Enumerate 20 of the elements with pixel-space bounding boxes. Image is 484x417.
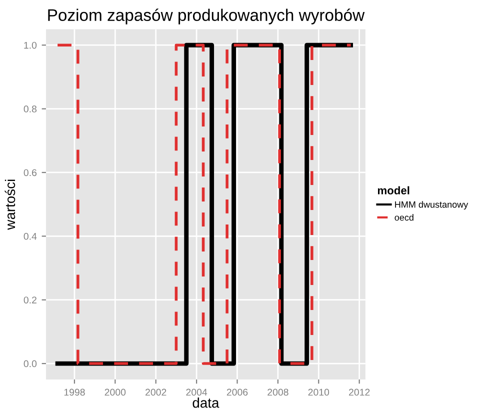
x-axis-title: data — [192, 398, 220, 408]
y-tick-label: 1.0 — [24, 42, 37, 49]
legend-label: oecd — [394, 214, 414, 221]
y-axis-title: wartości — [4, 180, 16, 230]
x-tick-label: 2002 — [146, 388, 166, 396]
x-tick-label: 1998 — [64, 388, 85, 396]
y-tick-label: 0.0 — [24, 360, 37, 368]
x-tick-label: 2010 — [308, 388, 330, 396]
x-tick-label: 2004 — [186, 388, 208, 396]
y-tick-label: 0.8 — [24, 106, 37, 112]
chart-title: Poziom zapasów produkowanych wyrobów — [48, 8, 365, 24]
y-tick-label: 0.6 — [24, 169, 37, 176]
x-tick-label: 2000 — [104, 388, 126, 396]
legend-label: HMM dwustanowy — [395, 201, 468, 210]
legend-title: model — [378, 186, 410, 194]
y-tick-label: 0.4 — [24, 232, 37, 240]
y-tick-label: 0.2 — [24, 296, 36, 304]
x-tick-label: 2008 — [268, 388, 288, 396]
x-tick-label: 2012 — [348, 388, 370, 396]
x-tick-label: 2006 — [226, 388, 248, 396]
